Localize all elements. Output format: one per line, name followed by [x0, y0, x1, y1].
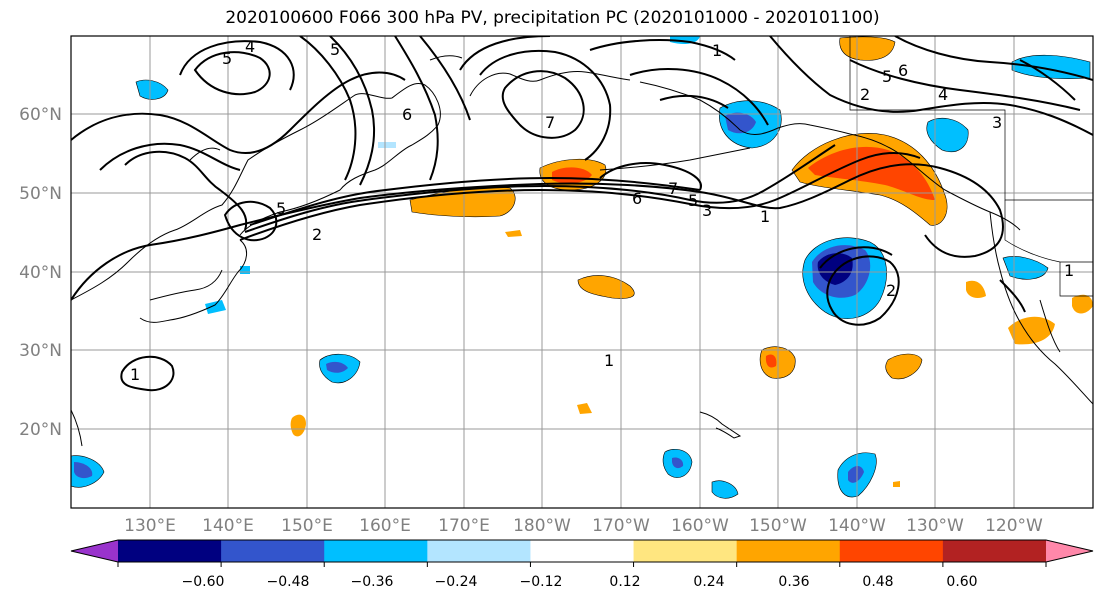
colorbar-segment: [942, 540, 1047, 562]
pv-contour-5: [244, 144, 836, 233]
contour-label: 6: [632, 189, 642, 208]
colorbar-tick-label: −0.36: [351, 574, 394, 590]
lon-label: 180°W: [513, 516, 571, 536]
lon-label: 130°W: [906, 516, 964, 536]
pv-contour-6: [249, 176, 701, 226]
lon-label: 120°W: [985, 516, 1043, 536]
colorbar-tick-label: 0.48: [862, 574, 893, 590]
contour-label: 7: [668, 179, 678, 198]
pv-closed-low-sea-of-japan: [223, 200, 278, 242]
lon-label: 140°E: [202, 516, 254, 536]
colorbar-extend-low: [71, 540, 118, 562]
colorbar-tick-label: 0.24: [693, 574, 724, 590]
political-borders: [849, 36, 1093, 297]
colorbar-tick-label: 0.12: [609, 574, 640, 590]
colorbar-segment: [324, 540, 428, 562]
colorbar-segment: [736, 540, 841, 562]
colorbar-tick-label: 0.60: [946, 574, 977, 590]
contour-label: 2: [886, 281, 896, 300]
colorbar-segment: [427, 540, 531, 562]
colorbar-segment: [530, 540, 635, 562]
map-gridlines: [71, 36, 1093, 508]
lon-label: 160°W: [671, 516, 729, 536]
contour-label: 3: [702, 201, 712, 220]
contour-label: 5: [276, 199, 286, 218]
contour-labels: 5 4 5 6 7 6 5 3 1 7 5 2 1 2 3 4 5 6 2 1 …: [130, 37, 1074, 384]
positive-anomaly-central-pacific: [577, 275, 635, 299]
contour-label: 3: [992, 113, 1002, 132]
lat-label: 30°N: [19, 341, 62, 361]
contour-label: 2: [860, 85, 870, 104]
colorbar-tick-label: −0.60: [182, 574, 225, 590]
contour-label: 6: [402, 105, 412, 124]
lat-label: 40°N: [19, 263, 62, 283]
pv-closed-contour-west: [193, 51, 271, 96]
contour-label: 1: [130, 365, 140, 384]
map-frame: [70, 35, 1094, 509]
colorbar: −0.60 −0.48 −0.36 −0.24 −0.12 0.12 0.24 …: [70, 539, 1094, 590]
lon-label: 170°W: [592, 516, 650, 536]
colorbar-tick-label: −0.48: [267, 574, 310, 590]
pv-closed-contour-1-west: [120, 355, 175, 392]
contour-label: 6: [898, 61, 908, 80]
lon-label: 160°E: [359, 516, 411, 536]
lat-label: 20°N: [19, 420, 62, 440]
coastline-north-america: [989, 211, 1093, 405]
contour-label: 4: [245, 37, 255, 56]
contour-label: 2: [312, 225, 322, 244]
colorbar-tick-label: −0.24: [435, 574, 478, 590]
contour-label: 1: [760, 207, 770, 226]
contour-label: 5: [882, 67, 892, 86]
contour-label: 1: [712, 41, 722, 60]
coastline-alaska: [639, 81, 1021, 231]
lat-label: 50°N: [19, 184, 62, 204]
colorbar-tick-label: −0.12: [520, 574, 563, 590]
longitude-labels: 130°E 140°E 150°E 160°E 170°E 180°W 170°…: [124, 516, 1043, 536]
coastlines: [71, 55, 1093, 447]
precipitation-shading: [71, 36, 1093, 499]
pv-closed-low-ne-pacific: [826, 255, 900, 326]
lon-label: 150°W: [749, 516, 807, 536]
coastline-aleutians: [599, 147, 751, 171]
contour-label: 1: [1064, 261, 1074, 280]
contour-label: 1: [604, 351, 614, 370]
contour-label: 5: [688, 191, 698, 210]
contour-label: 5: [330, 40, 340, 59]
lon-label: 130°E: [124, 516, 176, 536]
map-title: 2020100600 F066 300 hPa PV, precipitatio…: [225, 8, 880, 28]
colorbar-segment: [221, 540, 325, 562]
coastline-asia: [71, 83, 441, 301]
lon-label: 150°E: [281, 516, 333, 536]
pv-contour-7-kamchatka: [501, 70, 585, 139]
colorbar-segment: [118, 540, 222, 562]
lat-label: 60°N: [19, 105, 62, 125]
colorbar-segment: [633, 540, 738, 562]
pv-contour-3: [239, 152, 921, 241]
contour-label: 4: [938, 85, 948, 104]
coastline-kamchatka: [469, 71, 631, 97]
colorbar-segment: [839, 540, 944, 562]
lon-label: 140°W: [828, 516, 886, 536]
contour-label: 5: [222, 49, 232, 68]
contour-label: 7: [545, 113, 555, 132]
pv-contours: [71, 36, 1093, 392]
latitude-labels: 60°N 50°N 40°N 30°N 20°N: [19, 105, 62, 440]
lon-label: 170°E: [438, 516, 490, 536]
colorbar-extend-high: [1046, 540, 1093, 562]
colorbar-tick-label: 0.36: [778, 574, 809, 590]
pv-contour-7: [599, 162, 702, 191]
